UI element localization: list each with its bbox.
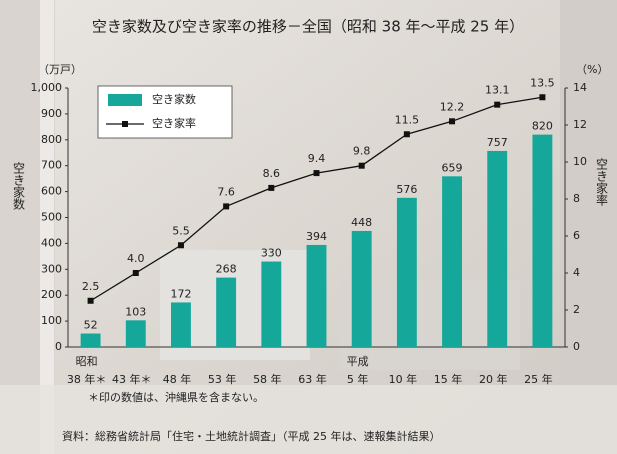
x-tick-label: 58 年 <box>253 372 282 386</box>
y2-tick-label: 2 <box>573 303 580 316</box>
line-value-label: 5.5 <box>172 224 190 237</box>
bar-value-label: 659 <box>442 161 463 174</box>
bar-value-label: 330 <box>261 247 282 260</box>
y-unit: （万戸） <box>38 63 82 76</box>
bar-value-label: 757 <box>487 136 508 149</box>
bar-value-label: 576 <box>396 183 417 196</box>
bar <box>351 230 372 347</box>
bar <box>396 197 417 347</box>
legend-swatch <box>108 94 142 106</box>
line-marker <box>449 118 456 125</box>
source: 資料：総務省統計局「住宅・土地統計調査」（平成 25 年は、速報集計結果） <box>62 429 441 443</box>
line-marker <box>223 203 230 210</box>
x-tick-label: 平成 <box>347 355 369 368</box>
y2-tick-label: 14 <box>573 81 587 94</box>
y-tick-label: 500 <box>41 211 62 224</box>
y2-tick-label: 4 <box>573 266 580 279</box>
y2-unit: （%） <box>576 63 608 76</box>
line-value-label: 2.5 <box>82 280 100 293</box>
line-value-label: 13.5 <box>530 76 555 89</box>
bar-value-label: 172 <box>170 287 191 300</box>
y-tick-label: 600 <box>41 185 62 198</box>
bar <box>125 320 146 347</box>
bar <box>487 150 508 347</box>
y-tick-label: 900 <box>41 107 62 120</box>
x-tick-label: 63 年 <box>298 372 327 386</box>
y2-tick-label: 10 <box>573 155 587 168</box>
line-value-label: 11.5 <box>395 113 420 126</box>
line-marker <box>132 270 139 276</box>
legend-marker <box>122 121 128 127</box>
x-tick-label: 20 年 <box>479 372 508 386</box>
x-tick-label: 43 年＊ <box>112 372 152 386</box>
legend-label: 空き家率 <box>152 116 196 130</box>
x-tick-label: 5 年 <box>347 372 369 386</box>
bar <box>216 277 237 347</box>
x-tick-label: 38 年＊ <box>67 372 107 386</box>
y-tick-label: 200 <box>41 288 62 301</box>
line-marker <box>403 131 410 138</box>
y-tick-label: 700 <box>41 159 62 172</box>
line-marker <box>494 101 501 108</box>
x-tick-label: 15 年 <box>434 372 463 386</box>
y-tick-label: 0 <box>55 340 62 353</box>
line-value-label: 8.6 <box>263 167 281 180</box>
y-tick-label: 800 <box>41 133 62 146</box>
line-marker <box>313 170 320 177</box>
bar-value-label: 268 <box>216 263 237 276</box>
legend-label: 空き家数 <box>152 92 196 106</box>
x-tick-label: 48 年 <box>163 372 192 386</box>
x-tick-label: 25 年 <box>524 372 553 386</box>
line-value-label: 9.8 <box>353 145 371 158</box>
y-tick-label: 1,000 <box>31 81 63 94</box>
line-marker <box>539 94 546 101</box>
y2-tick-label: 0 <box>573 340 580 353</box>
x-tick-label: 53 年 <box>208 372 237 386</box>
line-marker <box>268 184 275 191</box>
line-marker <box>87 297 94 304</box>
y-tick-label: 100 <box>41 314 62 327</box>
line-marker <box>177 242 184 249</box>
line-value-label: 13.1 <box>485 84 510 97</box>
line-marker <box>358 162 365 169</box>
x-tick-label: 10 年 <box>389 372 418 386</box>
y-axis-title: 空き家数 <box>12 162 26 211</box>
bar-value-label: 103 <box>125 305 146 318</box>
bar-value-label: 394 <box>306 230 327 243</box>
bar <box>261 261 282 347</box>
bar <box>306 244 327 347</box>
x-tick-label: 昭和 <box>76 355 98 368</box>
line-value-label: 9.4 <box>308 152 326 165</box>
y-tick-label: 400 <box>41 236 62 249</box>
y2-axis-title: 空き家率 <box>595 158 609 206</box>
line-value-label: 7.6 <box>217 185 235 198</box>
y2-tick-label: 6 <box>573 229 580 242</box>
line-value-label: 4.0 <box>127 252 145 265</box>
bar-value-label: 448 <box>351 216 372 229</box>
y2-tick-label: 12 <box>573 118 587 131</box>
line-value-label: 12.2 <box>440 100 465 113</box>
note: ＊印の数値は、沖縄県を含まない。 <box>88 390 264 404</box>
bar-value-label: 52 <box>84 319 98 332</box>
bar-value-label: 820 <box>532 120 553 133</box>
y-tick-label: 300 <box>41 262 62 275</box>
y2-tick-label: 8 <box>573 192 580 205</box>
bar <box>171 302 191 347</box>
bar <box>442 176 462 347</box>
bar <box>80 333 101 347</box>
bar <box>532 134 553 347</box>
chart-title: 空き家数及び空き家率の推移－全国（昭和 38 年～平成 25 年） <box>92 18 524 36</box>
